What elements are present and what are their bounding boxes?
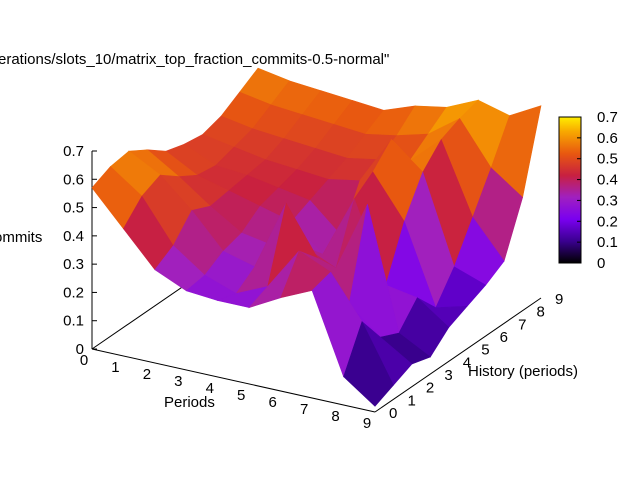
colorbar: 0 0.1 0.2 0.3 0.4 0.5 0.6 0.7 (558, 109, 618, 272)
x-tick-label: 0 (80, 352, 88, 369)
colorbar-tick-label: 0.2 (597, 213, 618, 230)
z-tick-label: 0.4 (63, 228, 84, 245)
colorbar-ticks: 0 0.1 0.2 0.3 0.4 0.5 0.6 0.7 (577, 109, 618, 272)
y-tick-label: 5 (481, 342, 489, 359)
z-tick-label: 0.3 (63, 256, 84, 273)
colorbar-tick-label: 0.3 (597, 192, 618, 209)
axis-ticks: 00.10.20.30.40.50.60.70 1 2 3 4 5 6 7 8 901234567… (63, 143, 563, 432)
colorbar-tick-label: 0.7 (597, 109, 618, 126)
x-axis-label: Periods (164, 394, 215, 411)
surface-cell (343, 320, 394, 407)
colorbar-tick-label: 0 (597, 255, 605, 272)
y-tick-label: 4 (463, 354, 471, 371)
y-tick-label: 7 (518, 316, 526, 333)
x-axis-line (91, 348, 376, 413)
x-tick-label: 8 (331, 408, 339, 425)
x-tick-label: 1 (111, 359, 119, 376)
x-tick-label: 4 (206, 380, 214, 397)
y-axis-label: History (periods) (468, 363, 578, 380)
colorbar-gradient (558, 116, 582, 264)
y-tick-label: 1 (407, 392, 415, 409)
x-tick-label: 2 (143, 366, 151, 383)
colorbar-tick-label: 0.1 (597, 234, 618, 251)
x-tick-label: 9 (363, 415, 371, 432)
surface-mesh (91, 67, 542, 407)
y-tick-label: 8 (537, 304, 545, 321)
y-tick-label: 2 (426, 380, 434, 397)
y-tick-label: 6 (500, 329, 508, 346)
colorbar-tick-label: 0.6 (597, 130, 618, 147)
z-axis-label: ommits (0, 229, 42, 246)
z-tick-label: 0.2 (63, 284, 84, 301)
x-tick-label: 5 (237, 387, 245, 404)
z-tick-label: 0.5 (63, 200, 84, 217)
x-tick-label: 3 (174, 373, 182, 390)
colorbar-tick-label: 0.4 (597, 172, 618, 189)
z-tick-label: 0.7 (63, 143, 84, 160)
y-tick-label: 3 (444, 367, 452, 384)
z-tick-label: 0.1 (63, 313, 84, 330)
axes-frame (91, 151, 542, 413)
colorbar-tick-label: 0.5 (597, 151, 618, 168)
z-tick-label: 0.6 (63, 171, 84, 188)
y-tick-label: 9 (555, 291, 563, 308)
y-axis-line (374, 297, 542, 413)
chart-title: erations/slots_10/matrix_top_fraction_co… (0, 51, 389, 68)
x-tick-label: 7 (300, 401, 308, 418)
z-tick-label: 0 (76, 341, 84, 358)
y-tick-label: 0 (389, 405, 397, 422)
x-tick-label: 6 (268, 394, 276, 411)
